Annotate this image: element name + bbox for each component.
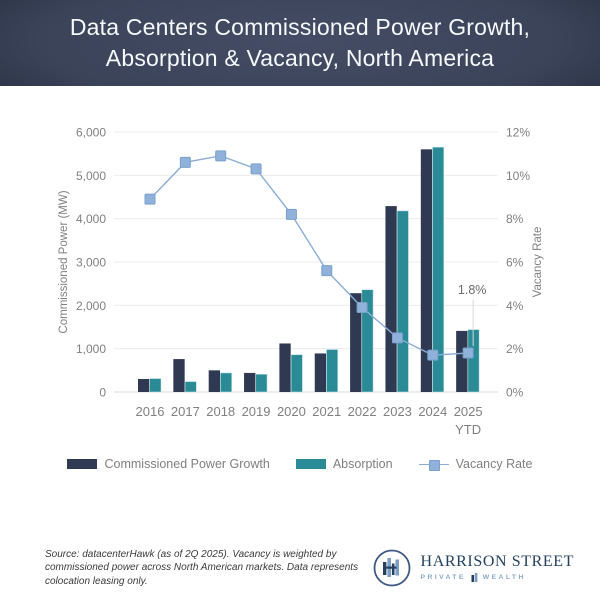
title-banner: Data Centers Commissioned Power Growth, … <box>0 0 600 86</box>
legend-item-commissioned-power: Commissioned Power Growth <box>67 457 270 471</box>
bars-absorption <box>149 146 480 393</box>
svg-text:10%: 10% <box>506 169 530 183</box>
svg-text:4%: 4% <box>506 299 524 313</box>
marker <box>391 332 403 344</box>
bar <box>290 354 303 393</box>
marker <box>356 302 368 313</box>
page-title-line1: Data Centers Commissioned Power Growth, <box>69 14 531 40</box>
svg-text:12%: 12% <box>506 126 530 140</box>
x-axis-labels: 2016 2017 2018 2019 2020 2021 2022 2023 2024 2025… <box>136 404 483 437</box>
vacancy-rate-markers <box>144 150 474 361</box>
right-axis-tick-labels: 0% 2% 4% 6% 8% 10% 12% <box>506 126 530 400</box>
legend-item-absorption: Absorption <box>295 457 393 471</box>
logo-wordmark: HARRISON STREET <box>420 553 574 571</box>
bar <box>456 330 468 392</box>
svg-text:2,000: 2,000 <box>76 299 106 313</box>
left-axis-tick-labels: 0 1,000 2,000 3,000 4,000 5,000 6,000 <box>76 126 106 400</box>
logo-text: HARRISON STREET PRIVATE WEALTH <box>420 553 574 583</box>
marker <box>144 193 156 205</box>
bar <box>149 378 162 393</box>
x-label: 2021 <box>312 404 341 419</box>
source-note: Source: datacenterHawk (as of 2Q 2025). … <box>45 548 359 587</box>
svg-text:4,000: 4,000 <box>76 212 106 226</box>
x-label: 2018 <box>206 404 235 419</box>
logo-subtitle-private: PRIVATE <box>420 574 466 582</box>
svg-text:8%: 8% <box>506 212 524 226</box>
x-label: 2022 <box>348 404 377 419</box>
marker <box>250 163 262 175</box>
bar <box>173 359 185 392</box>
marker <box>462 347 474 359</box>
legend-swatch-absorption <box>295 459 326 469</box>
bar <box>138 379 150 392</box>
bar <box>255 373 268 393</box>
logo-wealth-building-icon <box>471 573 478 583</box>
left-axis-title: Commissioned Power (MW) <box>58 190 70 333</box>
chart-section: 0 1,000 2,000 3,000 4,000 5,000 6,000 0% 2% 4% 6% 8… <box>0 100 600 472</box>
bar <box>385 206 397 392</box>
marker <box>179 156 191 168</box>
svg-text:6%: 6% <box>506 256 524 270</box>
chart-legend: Commissioned Power Growth Absorption Vac… <box>0 457 600 471</box>
x-label: 2023 <box>383 404 412 419</box>
x-sublabel-ytd: YTD <box>455 422 481 437</box>
legend-label: Absorption <box>332 457 393 471</box>
combo-chart: 0 1,000 2,000 3,000 4,000 5,000 6,000 0% 2% 4% 6% 8… <box>58 126 544 438</box>
page-title: Data Centers Commissioned Power Growth, … <box>70 12 530 74</box>
x-label: 2020 <box>277 404 306 419</box>
bar <box>279 343 291 392</box>
svg-text:2%: 2% <box>506 342 524 356</box>
legend-label: Vacancy Rate <box>455 457 533 471</box>
logo-building-icon <box>373 549 410 587</box>
bar <box>244 372 256 392</box>
marker <box>427 349 439 361</box>
svg-text:1,000: 1,000 <box>76 342 106 356</box>
annotation-label: 1.8% <box>458 283 487 297</box>
svg-text:3,000: 3,000 <box>76 256 106 270</box>
x-label: 2016 <box>136 404 165 419</box>
bars-commissioned-power-growth <box>138 149 468 392</box>
page-title-line2: Absorption & Vacancy, North America <box>105 45 495 71</box>
marker <box>285 208 297 220</box>
x-label: 2017 <box>171 404 200 419</box>
legend-item-vacancy-rate: Vacancy Rate <box>418 457 533 471</box>
bar <box>326 349 339 393</box>
bar <box>432 146 445 393</box>
logo-subtitle-wealth: WEALTH <box>482 574 526 582</box>
bar <box>314 353 327 392</box>
x-label: 2019 <box>242 404 271 419</box>
svg-text:0: 0 <box>99 386 106 400</box>
bar <box>361 289 374 393</box>
bar <box>220 372 232 393</box>
vacancy-rate-line <box>149 155 469 356</box>
bar <box>184 381 197 393</box>
svg-text:0%: 0% <box>506 386 524 400</box>
bar <box>208 370 220 392</box>
marker <box>215 150 227 162</box>
right-axis-title: Vacancy Rate <box>532 227 544 298</box>
bar <box>350 293 362 392</box>
x-label: 2024 <box>418 404 447 419</box>
footer: Source: datacenterHawk (as of 2Q 2025). … <box>0 548 600 589</box>
legend-label: Commissioned Power Growth <box>104 457 270 471</box>
bar <box>420 149 433 392</box>
gridlines <box>114 131 498 393</box>
svg-text:6,000: 6,000 <box>76 126 106 140</box>
x-label: 2025 <box>454 404 483 419</box>
marker <box>321 265 333 277</box>
logo-subtitle: PRIVATE WEALTH <box>420 573 574 583</box>
legend-swatch-commissioned-power <box>67 459 98 469</box>
harrison-street-logo: HARRISON STREET PRIVATE WEALTH <box>372 548 574 588</box>
legend-swatch-vacancy-rate <box>418 459 449 471</box>
bar <box>396 210 409 393</box>
svg-text:5,000: 5,000 <box>76 169 106 183</box>
